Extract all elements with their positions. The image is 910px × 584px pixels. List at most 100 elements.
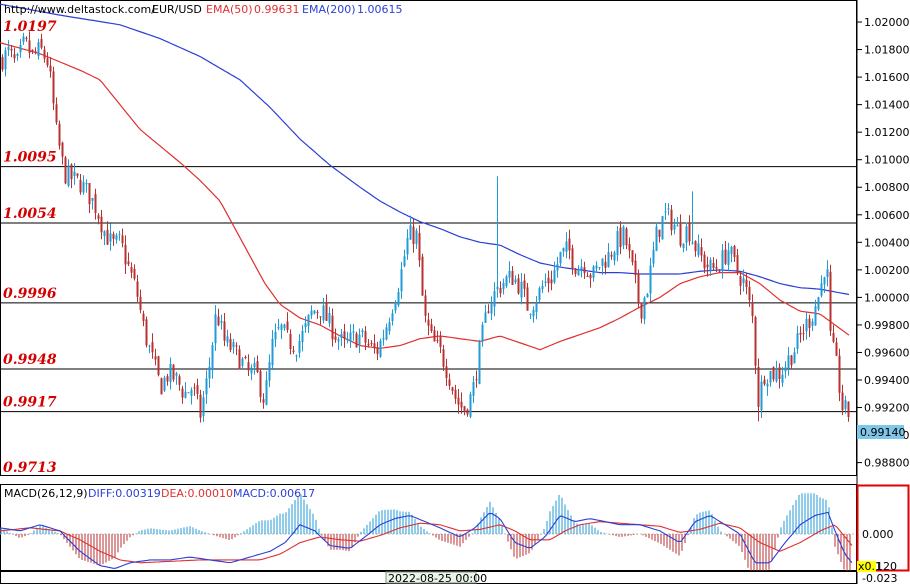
macd-scale-badge-bg	[857, 561, 876, 572]
candle-body	[298, 341, 301, 353]
candle-body	[274, 331, 277, 340]
price-tick-label: 1.01400	[864, 99, 910, 112]
candle-body	[739, 276, 742, 286]
candle-body	[397, 292, 400, 306]
candle-body	[79, 179, 82, 193]
candle-body	[64, 157, 67, 184]
candle-body	[799, 332, 802, 335]
candle-body	[289, 333, 292, 350]
candle-body	[439, 336, 442, 348]
candle-body	[106, 229, 109, 245]
candle-body	[271, 338, 274, 366]
candle-body	[52, 71, 55, 104]
candle-body	[253, 363, 256, 368]
candle-body	[415, 230, 418, 244]
candle-body	[70, 164, 73, 180]
candle-body	[493, 291, 496, 307]
candle-body	[193, 387, 196, 389]
candle-body	[22, 36, 25, 42]
candle-body	[442, 349, 445, 367]
price-tick-label: 1.00400	[864, 236, 910, 249]
candle-body	[736, 255, 739, 273]
macd-axis-highlight	[856, 484, 910, 572]
candle-body	[313, 310, 316, 314]
candle-body	[718, 271, 721, 273]
candle-body	[97, 215, 100, 219]
candle-body	[49, 65, 52, 72]
candle-body	[619, 227, 622, 248]
candle-body	[304, 323, 307, 328]
price-tick-label: 0.99200	[864, 402, 910, 415]
candle-body	[190, 389, 193, 396]
candle-body	[172, 364, 175, 380]
candle-body	[133, 269, 136, 279]
candle-body	[577, 268, 580, 276]
candle-body	[688, 223, 691, 242]
candle-body	[826, 269, 829, 277]
candle-body	[394, 302, 397, 311]
macd-diff-line	[0, 511, 853, 569]
candle-body	[379, 340, 382, 357]
candle-body	[568, 238, 571, 251]
candle-body	[424, 295, 427, 316]
price-tick-label: 1.00800	[864, 181, 910, 194]
candle-body	[10, 48, 13, 51]
candle-body	[118, 234, 121, 236]
candle-body	[373, 343, 376, 349]
candle-body	[727, 250, 730, 265]
candle-body	[382, 338, 385, 340]
candle-body	[793, 352, 796, 364]
candle-body	[13, 54, 16, 59]
candle-body	[823, 277, 826, 285]
candle-body	[196, 385, 199, 394]
candle-body	[697, 243, 700, 256]
candle-body	[571, 248, 574, 268]
candlestick-series	[1, 31, 850, 423]
candle-body	[301, 330, 304, 342]
candle-body	[223, 321, 226, 341]
candle-body	[502, 282, 505, 290]
candle-body	[673, 224, 676, 230]
candle-body	[532, 309, 535, 317]
candle-body	[550, 279, 553, 284]
candle-body	[361, 330, 364, 332]
candle-body	[85, 183, 88, 185]
candle-body	[169, 364, 172, 383]
candle-body	[475, 379, 478, 381]
candle-body	[847, 401, 850, 417]
candle-body	[235, 345, 238, 347]
candle-body	[34, 51, 37, 53]
macd-dea-line	[0, 521, 853, 564]
candle-body	[607, 252, 610, 268]
candle-body	[136, 281, 139, 297]
candle-body	[505, 276, 508, 287]
candle-body	[670, 209, 673, 231]
candle-body	[16, 53, 19, 56]
price-tick-label: 1.01800	[864, 44, 910, 57]
candle-body	[496, 286, 499, 290]
candle-body	[178, 376, 181, 385]
candle-body	[592, 266, 595, 278]
candle-body	[112, 233, 115, 239]
macd-name: MACD(26,12,9)	[4, 487, 88, 500]
candle-body	[757, 366, 760, 407]
candle-body	[637, 273, 640, 303]
candle-body	[55, 104, 58, 123]
candle-body	[352, 331, 355, 333]
candle-body	[184, 391, 187, 398]
candle-body	[337, 339, 340, 342]
candle-body	[316, 311, 319, 313]
candle-body	[310, 310, 313, 316]
candle-body	[802, 333, 805, 335]
candle-body	[817, 297, 820, 310]
candle-body	[25, 37, 28, 39]
candle-body	[589, 274, 592, 279]
ema50-label: EMA(50)	[206, 3, 253, 16]
candle-body	[211, 345, 214, 371]
candle-body	[115, 235, 118, 240]
candle-body	[538, 288, 541, 300]
candle-body	[82, 181, 85, 193]
candle-body	[331, 315, 334, 340]
candle-body	[451, 387, 454, 391]
